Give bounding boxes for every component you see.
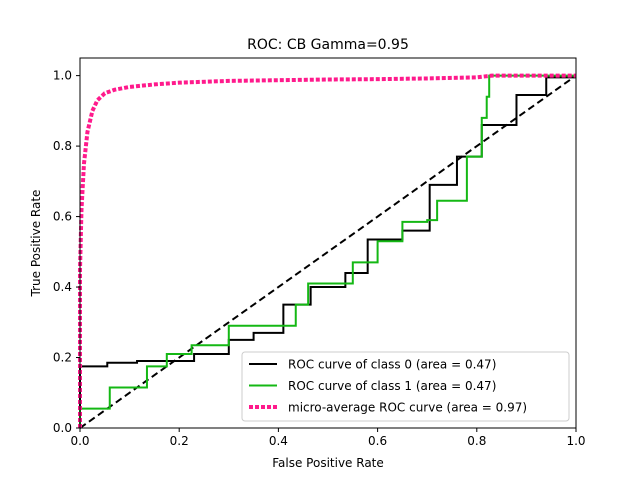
chart-title: ROC: CB Gamma=0.95	[247, 37, 409, 53]
legend-label-1: ROC curve of class 1 (area = 0.47)	[288, 379, 496, 393]
y-axis-label: True Positive Rate	[29, 190, 43, 298]
y-tick-label: 1.0	[53, 69, 72, 83]
x-tick-label: 0.2	[170, 434, 189, 448]
y-tick-label: 0.6	[53, 210, 72, 224]
chance-diagonal-line	[79, 74, 577, 429]
x-tick-label: 0.6	[368, 434, 387, 448]
x-tick-label: 0.4	[269, 434, 288, 448]
legend-label-0: ROC curve of class 0 (area = 0.47)	[288, 358, 496, 372]
x-tick-label: 0.8	[467, 434, 486, 448]
x-tick-label: 0.0	[70, 434, 89, 448]
plot-frame	[79, 57, 577, 429]
legend-box	[241, 351, 570, 422]
series-line-2	[78, 73, 576, 428]
series-line-1	[79, 74, 576, 428]
x-axis-label: False Positive Rate	[272, 456, 384, 470]
y-tick-label: 0.8	[53, 139, 72, 153]
y-tick-label: 0.4	[53, 280, 72, 294]
legend: ROC curve of class 0 (area = 0.47) ROC cu…	[241, 351, 570, 422]
y-tick-label: 0.2	[53, 351, 72, 365]
y-axis: 0.0 0.2 0.4 0.6 0.8 1.0	[53, 69, 80, 435]
legend-label-2: micro-average ROC curve (area = 0.97)	[288, 401, 527, 415]
x-axis: 0.0 0.2 0.4 0.6 0.8 1.0	[70, 428, 586, 448]
x-tick-label: 1.0	[566, 434, 585, 448]
plot-lines	[78, 73, 577, 429]
y-tick-label: 0.0	[53, 421, 72, 435]
